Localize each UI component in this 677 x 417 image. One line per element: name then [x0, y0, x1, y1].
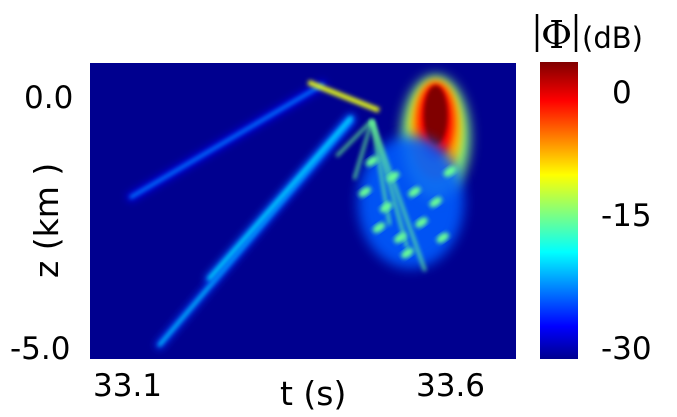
- near-surface-source-peak: [423, 85, 448, 146]
- scattered-coda: [401, 247, 414, 259]
- scattered-coda: [335, 119, 374, 158]
- scattered-coda: [408, 186, 421, 198]
- y-tick-label: 0.0: [24, 80, 73, 116]
- colorbar-tick-label: -30: [601, 331, 652, 367]
- scattered-coda: [370, 120, 427, 272]
- colorbar-tick-label: -15: [601, 198, 652, 234]
- y-axis: 0.0 -5.0 z (km ): [10, 80, 73, 367]
- x-axis-label: t (s): [280, 374, 346, 413]
- colorbar-title-unit: (dB): [582, 21, 643, 55]
- y-axis-label: z (km ): [27, 163, 66, 278]
- scattered-coda: [429, 196, 442, 208]
- x-axis: 33.1 33.6 t (s): [93, 368, 485, 413]
- surface-reflection-wedge: [307, 79, 380, 113]
- x-tick-label: 33.6: [416, 368, 485, 404]
- scattered-coda: [358, 186, 372, 198]
- scattered-coda: [436, 232, 449, 243]
- heatmap-panel: [90, 63, 516, 359]
- scattered-coda: [372, 222, 386, 233]
- middle-oblique-arrival: [207, 116, 353, 281]
- y-tick-label: -5.0: [10, 331, 71, 367]
- x-tick-label: 33.1: [93, 368, 162, 404]
- scattered-coda: [370, 120, 392, 226]
- colorbar-title-symbol: Φ: [541, 13, 572, 57]
- colorbar: Φ (dB) 0 -15 -30: [535, 13, 652, 367]
- scattered-coda: [352, 120, 374, 180]
- colorbar-tick-label: 0: [612, 75, 632, 111]
- surface-reflection-wedge: [129, 83, 325, 199]
- scattered-coda: [443, 166, 457, 177]
- scattered-coda: [370, 120, 409, 249]
- colorbar-gradient: [540, 62, 578, 359]
- scattered-coda: [415, 217, 428, 228]
